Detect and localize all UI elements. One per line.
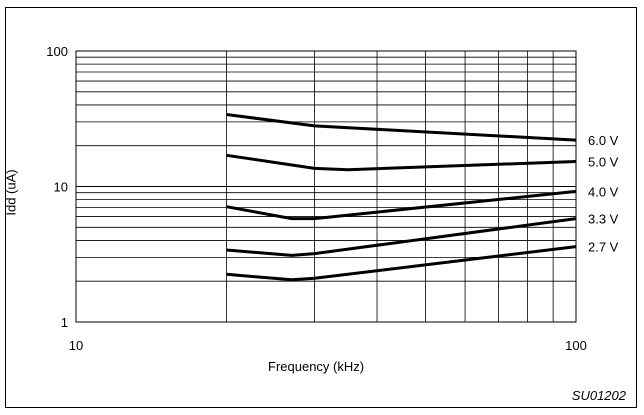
series-label: 5.0 V [588,154,619,169]
figure-code: SU01202 [571,388,626,403]
x-tick-label: 10 [69,338,83,353]
series-line [226,189,577,221]
x-axis-label: Frequency (kHz) [268,359,365,374]
series-line [226,245,577,282]
series-line [226,113,577,142]
series-label: 3.3 V [588,212,619,227]
y-axis-label: Idd (uA) [3,169,19,216]
y-tick-label: 100 [46,44,68,59]
series-label: 6.0 V [588,133,619,148]
series-label: 2.7 V [588,240,619,255]
series-line [226,217,577,257]
y-tick-label: 1 [61,315,68,330]
plot-area-border [75,50,577,323]
x-tick-label: 100 [565,338,587,353]
chart-frame: 6.0 V 5.0 V 4.0 V 3.3 V 2.7 V 1 10 100 10 100 Idd… [3,7,637,408]
series-line [226,153,577,172]
y-tick-label: 10 [54,180,68,195]
series-label: 4.0 V [588,184,619,199]
